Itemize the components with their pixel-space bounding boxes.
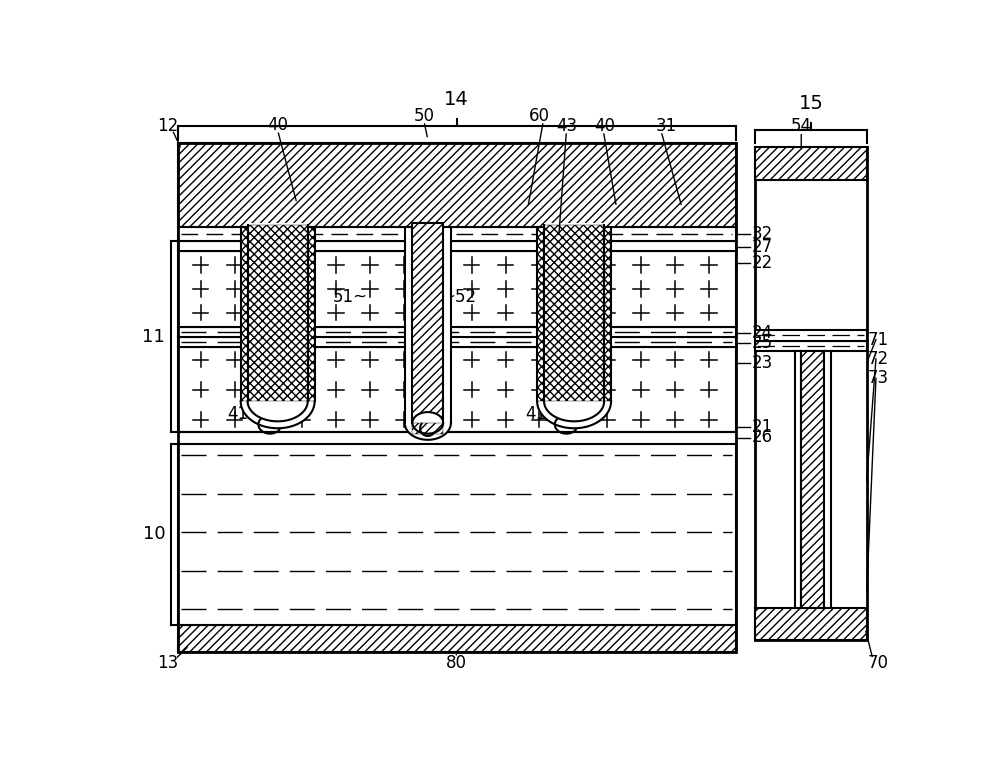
Bar <box>178 143 736 227</box>
Text: 43: 43 <box>556 118 577 136</box>
Text: ~52: ~52 <box>441 289 476 307</box>
Bar <box>412 223 443 423</box>
Bar <box>178 143 736 652</box>
Text: 15: 15 <box>798 93 823 113</box>
Ellipse shape <box>248 381 308 421</box>
Text: 33: 33 <box>408 418 429 436</box>
Bar <box>248 225 308 401</box>
Bar <box>795 351 801 608</box>
Text: 70: 70 <box>868 654 889 672</box>
Bar <box>178 241 736 251</box>
Bar <box>755 341 867 351</box>
Bar <box>241 227 315 401</box>
Text: 24: 24 <box>751 324 773 342</box>
Bar <box>248 223 308 401</box>
Bar <box>824 351 831 608</box>
Text: 73: 73 <box>868 369 889 387</box>
Bar <box>178 337 736 347</box>
Ellipse shape <box>544 381 604 421</box>
Text: 54: 54 <box>791 118 812 136</box>
Text: 22: 22 <box>751 254 773 272</box>
Text: 41: 41 <box>525 405 546 423</box>
Text: 72: 72 <box>868 350 889 368</box>
Text: 25: 25 <box>751 334 773 352</box>
Bar <box>755 147 867 640</box>
Text: 40: 40 <box>267 116 288 134</box>
Text: 60: 60 <box>529 107 550 125</box>
Bar <box>755 330 867 341</box>
Ellipse shape <box>241 375 315 428</box>
Bar <box>755 147 867 180</box>
Text: 10: 10 <box>143 525 165 543</box>
Text: 42: 42 <box>579 405 600 423</box>
Bar <box>412 423 443 434</box>
Bar <box>755 608 867 640</box>
Text: 12: 12 <box>157 118 178 136</box>
Bar <box>178 347 736 432</box>
Text: 21: 21 <box>751 419 773 437</box>
Ellipse shape <box>412 412 443 434</box>
Bar <box>537 227 611 401</box>
Bar <box>537 227 611 401</box>
Bar <box>178 625 736 652</box>
Text: 31: 31 <box>656 118 677 136</box>
Text: 26: 26 <box>751 429 773 447</box>
Text: 13: 13 <box>157 654 178 672</box>
Text: 40: 40 <box>594 118 615 136</box>
Bar <box>544 225 604 401</box>
Ellipse shape <box>405 406 451 440</box>
Bar <box>178 444 736 625</box>
Text: 71: 71 <box>868 331 889 349</box>
Text: 51~: 51~ <box>333 289 368 307</box>
Text: 23: 23 <box>751 354 773 372</box>
Text: 14: 14 <box>444 89 469 109</box>
Bar <box>178 227 736 241</box>
Text: 41: 41 <box>227 405 248 423</box>
Text: 42: 42 <box>276 405 297 423</box>
Bar <box>801 351 824 608</box>
Text: 32: 32 <box>751 225 773 243</box>
Text: 11: 11 <box>142 328 165 346</box>
Bar <box>544 223 604 401</box>
Bar <box>178 251 736 327</box>
Text: 80: 80 <box>446 654 467 672</box>
Text: 27: 27 <box>751 238 773 256</box>
Ellipse shape <box>537 375 611 428</box>
Text: 50: 50 <box>413 107 434 125</box>
Bar <box>241 227 315 401</box>
Bar <box>405 227 451 423</box>
Bar <box>178 327 736 337</box>
